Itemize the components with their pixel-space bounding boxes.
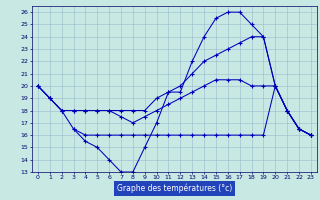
X-axis label: Graphe des températures (°c): Graphe des températures (°c) — [117, 183, 232, 193]
